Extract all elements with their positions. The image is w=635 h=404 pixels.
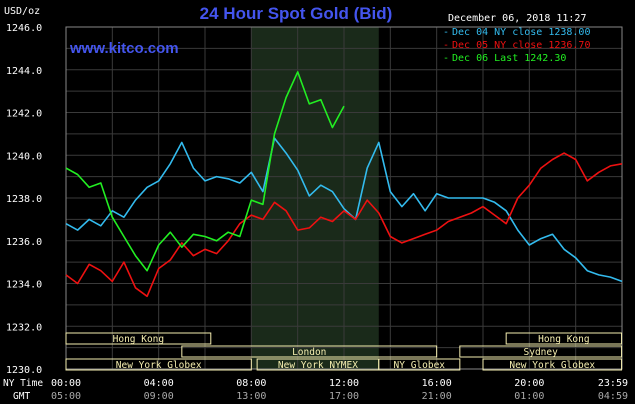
price-series [65,71,623,298]
session-bar [378,358,461,371]
timestamp: December 06, 2018 11:27 [448,13,586,24]
chart-title: 24 Hour Spot Gold (Bid) [200,4,393,23]
x-tick-label-gmt: 17:00 [329,391,359,402]
y-tick-label: 1240.0 [6,151,42,162]
y-axis-unit: USD/oz [4,6,40,17]
session-label: Hong Kong [538,334,589,345]
legend: Dec 04 NY close 1238.00 Dec 05 NY close … [443,27,590,64]
legend-dash-dec06: - [443,53,449,64]
legend-dash-dec05: - [443,40,449,51]
x-tick-label-gmt: 01:00 [514,391,544,402]
series-line-2 [65,71,345,272]
x-tick-label-gmt: 09:00 [144,391,174,402]
gmt-label: GMT [13,391,30,402]
session-label: New York NYMEX [278,360,358,371]
legend-item-dec05: Dec 05 NY close 1236.70 [452,40,590,51]
ny-time-label: NY Time [3,378,43,389]
grid-lines [65,26,623,370]
session-label: NY Globex [394,360,446,371]
series-line-1 [65,152,623,298]
session-label: London [292,347,326,358]
legend-item-dec04: Dec 04 NY close 1238.00 [452,27,590,38]
x-tick-label-ny: 12:00 [329,378,359,389]
session-label: New York Globex [509,360,595,371]
x-tick-label-ny: 00:00 [51,378,81,389]
y-tick-label: 1238.0 [6,194,42,205]
plot-frame [65,26,623,370]
session-bar [482,358,623,371]
x-tick-label-ny: 16:00 [422,378,452,389]
y-tick-label: 1242.0 [6,109,42,120]
x-tick-label-gmt: 21:00 [422,391,452,402]
y-axis-tick-labels: 1230.0 1232.0 1234.0 1236.0 1238.0 1240.0 1242… [6,23,42,376]
session-bar [181,345,438,358]
session-label: Hong Kong [113,334,164,345]
x-tick-label-gmt: 04:59 [598,391,628,402]
session-bar [65,358,252,371]
session-bar [505,332,623,345]
x-tick-label-ny: 23:59 [598,378,628,389]
y-tick-label: 1244.0 [6,66,42,77]
x-tick-label-ny: 04:00 [144,378,174,389]
x-tick-label-ny: 20:00 [514,378,544,389]
y-tick-label: 1234.0 [6,280,42,291]
x-tick-label-gmt: 05:00 [51,391,81,402]
x-tick-label-gmt: 13:00 [236,391,266,402]
session-label: New York Globex [116,360,202,371]
y-tick-label: 1230.0 [6,365,42,376]
session-bar [65,332,212,345]
session-label: Sydney [524,347,559,358]
legend-item-dec06: Dec 06 Last 1242.30 [452,53,566,64]
trading-sessions: Hong Kong London New York Globex New York N… [65,332,623,371]
session-bar [459,345,623,358]
legend-dash-dec04: - [443,27,449,38]
y-tick-label: 1232.0 [6,322,42,333]
x-tick-label-ny: 08:00 [236,378,266,389]
y-tick-label: 1236.0 [6,237,42,248]
y-tick-label: 1246.0 [6,23,42,34]
site-url[interactable]: www.kitco.com [69,40,179,57]
x-axis-tick-labels: 00:00 04:00 08:00 12:00 16:00 20:00 23:59 05:00… [51,378,628,402]
series-line-0 [65,137,623,283]
